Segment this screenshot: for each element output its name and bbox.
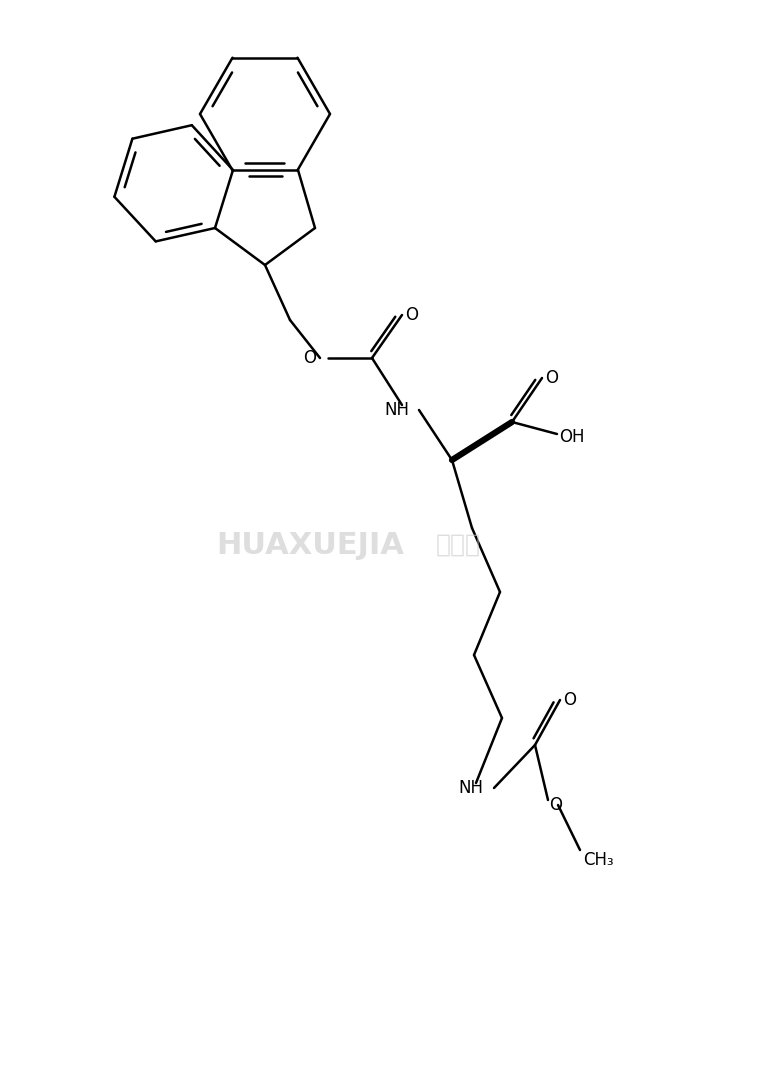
Text: O: O — [303, 349, 317, 367]
Text: HUAXUEJIA: HUAXUEJIA — [216, 530, 404, 559]
Text: O: O — [546, 369, 558, 387]
Text: O: O — [564, 691, 576, 709]
Text: NH: NH — [459, 779, 484, 797]
Text: CH₃: CH₃ — [583, 852, 613, 869]
Text: OH: OH — [559, 428, 585, 446]
Text: O: O — [550, 796, 562, 814]
Text: O: O — [405, 306, 419, 324]
Text: NH: NH — [384, 401, 409, 419]
Text: 化学加: 化学加 — [435, 533, 481, 557]
